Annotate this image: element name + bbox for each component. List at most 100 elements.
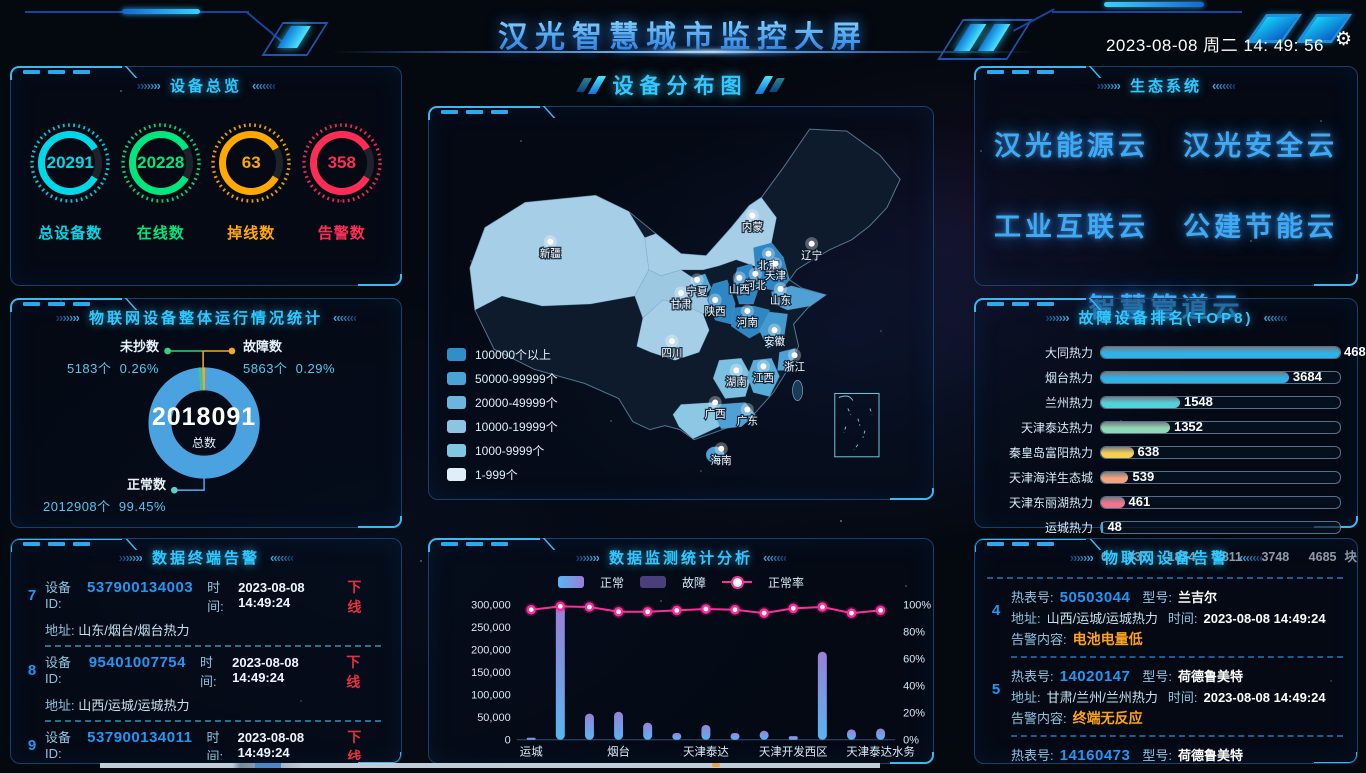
map-marker-广西[interactable]: 广西 <box>703 395 727 422</box>
rate-point[interactable] <box>613 606 624 617</box>
rate-point[interactable] <box>584 602 595 612</box>
svg-text:广东: 广东 <box>737 415 758 428</box>
map-marker-河北[interactable]: 河北 <box>744 267 768 293</box>
top8-row[interactable]: 兰州热力 1548 <box>991 390 1341 415</box>
map-marker-海南[interactable]: 海南 <box>709 442 733 468</box>
rate-point[interactable] <box>788 603 799 614</box>
chevrons-right: ‹‹‹‹‹‹‹ <box>1263 309 1287 325</box>
map-marker-浙江[interactable]: 浙江 <box>783 348 807 375</box>
map-marker-安徽[interactable]: 安徽 <box>763 323 787 349</box>
top8-row[interactable]: 天津泰达热力 1352 <box>991 415 1341 440</box>
top8-row[interactable]: 大同热力 4685 <box>991 340 1366 365</box>
top8-category-label: 运城热力 <box>1044 521 1093 535</box>
y-tick-right: 40% <box>903 681 925 693</box>
svg-text:四川: 四川 <box>661 347 682 359</box>
gauge-告警数[interactable]: 358 告警数 <box>299 120 385 243</box>
rate-point[interactable] <box>817 602 828 612</box>
corner-decor <box>890 488 934 500</box>
time-label: 时间: <box>207 580 224 614</box>
bar-12[interactable] <box>876 728 886 740</box>
bar-4[interactable] <box>643 722 653 740</box>
legend-label: 1000-9999个 <box>475 444 545 458</box>
gauge-掉线数[interactable]: 63 掉线数 <box>208 120 294 243</box>
top8-bar-fill <box>1101 497 1125 508</box>
terminal-alarm-list[interactable]: 7 设备ID: 537900134003 时间: 2023-08-08 14:49:24… <box>11 572 401 760</box>
ecosystem-item-industrial-cloud[interactable]: 工业互联云 <box>994 212 1149 242</box>
monitor-chart-svg[interactable]: 0 50,000 100,000 150,000 200,000 250,000 300,0… <box>429 590 931 768</box>
bar-6[interactable] <box>701 724 711 740</box>
map-marker-辽宁[interactable]: 辽宁 <box>800 237 823 263</box>
bar-11[interactable] <box>846 729 856 740</box>
map-marker-江西[interactable]: 江西 <box>752 359 775 386</box>
rate-point[interactable] <box>875 605 886 616</box>
svg-text:河南: 河南 <box>737 316 758 329</box>
map-marker-河南[interactable]: 河南 <box>736 304 759 330</box>
map-marker-山东[interactable]: 山东 <box>769 282 792 308</box>
svg-text:湖南: 湖南 <box>726 375 747 388</box>
device-id-value: 537900134011 <box>87 729 193 746</box>
time-label: 时间: <box>199 655 217 689</box>
rate-point[interactable] <box>526 604 536 615</box>
callout-unreported: 未抄数 5183个 0.26% <box>29 336 159 377</box>
callout-dot-normal <box>170 486 178 494</box>
top8-row[interactable]: 烟台热力 3684 <box>991 365 1341 390</box>
rate-point[interactable] <box>642 606 653 617</box>
bar-1[interactable] <box>555 606 565 740</box>
y-tick-left: 300,000 <box>471 599 511 611</box>
gauge-在线数[interactable]: 20228 在线数 <box>118 120 204 243</box>
map-marker-广东[interactable]: 广东 <box>736 403 759 429</box>
legend-label: 50000-99999个 <box>475 372 558 386</box>
ecosystem-item-security-cloud[interactable]: 汉光安全云 <box>1183 131 1338 161</box>
map-marker-湖南[interactable]: 湖南 <box>724 363 748 390</box>
map-marker-内蒙[interactable]: 内蒙 <box>741 209 764 235</box>
bar-9[interactable] <box>788 736 798 740</box>
map-marker-陕西[interactable]: 陕西 <box>703 293 727 319</box>
map-marker-新疆[interactable]: 新疆 <box>539 235 563 261</box>
donut-chart[interactable]: 2018091 总数 未抄数 5183个 0.26% 故障数 5863个 0.2… <box>11 328 401 518</box>
rate-point[interactable] <box>672 605 682 616</box>
settings-gear-icon[interactable]: ⚙ <box>1334 29 1352 50</box>
top8-bar-fill <box>1101 422 1170 433</box>
bar-8[interactable] <box>759 730 769 740</box>
svg-text:新疆: 新疆 <box>540 247 562 260</box>
corner-decor <box>11 539 122 552</box>
map-marker-四川[interactable]: 四川 <box>660 334 684 361</box>
dashed-separator <box>1011 656 1343 658</box>
meter-no-value: 14160473 <box>1059 747 1131 762</box>
map-marker-天津[interactable]: 天津 <box>764 257 788 283</box>
rate-point[interactable] <box>555 601 566 612</box>
map-marker-宁夏[interactable]: 宁夏 <box>685 273 709 299</box>
top8-bar-track: 4685 <box>1100 344 1366 359</box>
bar-3[interactable] <box>614 711 624 740</box>
top8-row[interactable]: 天津东丽湖热力 461 <box>991 490 1341 515</box>
rate-point[interactable] <box>846 608 857 618</box>
top8-row[interactable]: 运城热力 48 <box>991 515 1341 540</box>
rate-point[interactable] <box>701 604 711 614</box>
taskbar-orange-dot <box>712 763 720 767</box>
callout-values: 5183个 0.26% <box>66 361 159 376</box>
map-marker-甘肃[interactable]: 甘肃 <box>669 286 693 312</box>
top8-row[interactable]: 秦皇岛富阳热力 638 <box>991 440 1341 465</box>
top8-row[interactable]: 天津海洋生态城 539 <box>991 465 1341 490</box>
gauge-label: 在线数 <box>136 225 185 242</box>
panel-top8-ranking: ››››››› 故障设备排名(TOP8) ‹‹‹‹‹‹‹ 大同热力4685烟台热… <box>974 298 1366 564</box>
chart-legend[interactable]: 正常 故障 正常率 <box>429 574 933 590</box>
top8-bar-track: 3684 <box>1100 369 1341 384</box>
time-value: 2023-08-08 14:49:24 <box>238 580 305 610</box>
bar-5[interactable] <box>672 732 682 740</box>
rate-point[interactable] <box>759 608 769 618</box>
bar-7[interactable] <box>730 732 740 740</box>
ecosystem-item-energy-cloud[interactable]: 汉光能源云 <box>994 131 1149 161</box>
rate-point[interactable] <box>730 604 740 615</box>
taskbar-edge[interactable] <box>100 763 880 768</box>
address-label: 地址: <box>45 698 75 713</box>
top8-bar-chart[interactable]: 大同热力 4685 烟台热力 3684 兰州热力 1548 天津泰达热力 1352 秦皇岛富阳热… <box>975 340 1366 540</box>
iot-alarm-list[interactable]: 4 热表号: 50503044 型号: 兰吉尔 地址: 山西/运城/运城热力 时间: 2023-… <box>975 570 1357 762</box>
gauge-总设备数[interactable]: 20291 总设备数 <box>27 120 113 243</box>
bar-0[interactable] <box>526 737 536 740</box>
bar-10[interactable] <box>817 651 827 740</box>
bar-2[interactable] <box>584 713 594 740</box>
ecosystem-item-building-cloud[interactable]: 公建节能云 <box>1183 212 1338 242</box>
map-marker-山西[interactable]: 山西 <box>727 271 751 297</box>
